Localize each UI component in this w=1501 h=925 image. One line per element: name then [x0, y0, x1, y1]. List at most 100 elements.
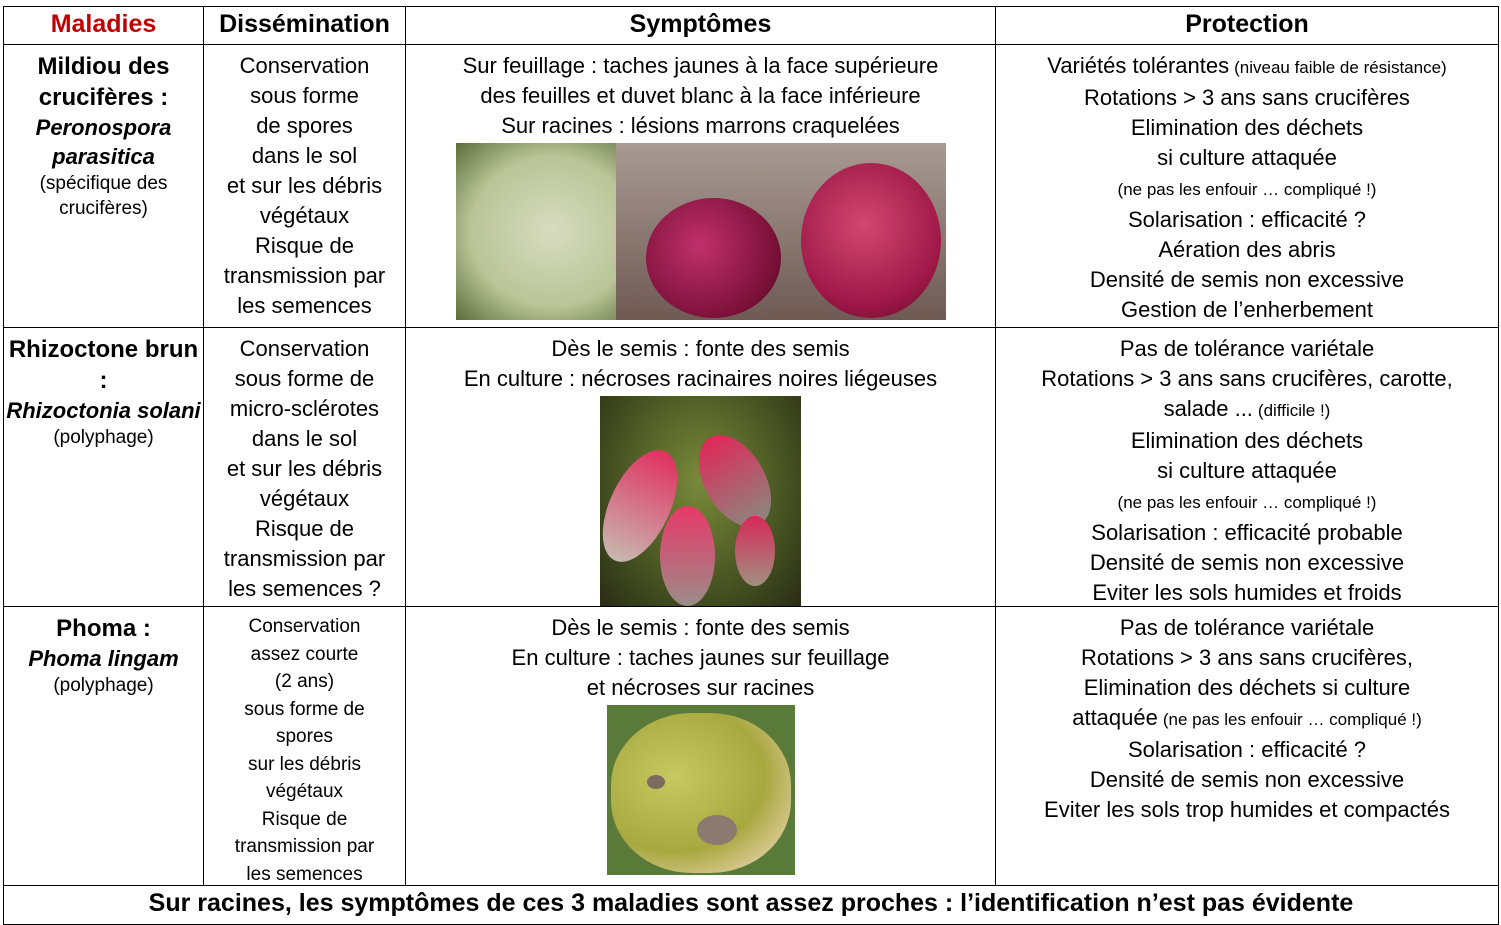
text-line: les semences [246, 863, 363, 885]
text-line: Conservation [239, 336, 370, 361]
note: (difficile !) [1257, 401, 1331, 420]
text: Rotations > 3 ans sans crucifères [1084, 85, 1410, 110]
text: Eviter les sols humides et froids [1092, 580, 1402, 605]
text-line: Rotations > 3 ans sans crucifères [996, 83, 1498, 113]
text-line: Densité de semis non excessive [996, 265, 1498, 295]
text: Solarisation : efficacité probable [1091, 520, 1403, 545]
pathogen: Rhizoctonia solani [6, 398, 201, 423]
radish [660, 506, 715, 606]
radish [645, 198, 781, 318]
text-line: transmission par [223, 263, 386, 288]
text-line: si culture attaquée [996, 143, 1498, 173]
text-line: En culture : nécroses racinaires noires … [463, 366, 938, 391]
text-line: spores [275, 726, 334, 747]
text-line: Rotations > 3 ans sans crucifères, [996, 643, 1498, 673]
symptoms-cell: Sur feuillage : taches jaunes à la face … [405, 44, 996, 328]
text-line: Solarisation : efficacité probable [996, 518, 1498, 548]
text-line: sur les débris [248, 753, 361, 775]
header-cell: Dissémination [203, 6, 406, 45]
text: Densité de semis non excessive [1089, 767, 1405, 792]
header-cell: Protection [995, 6, 1499, 45]
disease-cell: Rhizoctone brun : Rhizoctonia solani (poly… [3, 327, 204, 607]
text-line: dans le sol [251, 426, 358, 451]
text-line: Variétés tolérantes (niveau faible de rés… [996, 51, 1498, 83]
text-line: attaquée (ne pas les enfouir … compliqué … [996, 703, 1498, 735]
dissemination-cell: Conservation sous forme de micro-sclérotes… [203, 327, 406, 607]
text: Variétés tolérantes [1047, 53, 1230, 78]
protection-cell: Pas de tolérance variétale Rotations > 3 … [995, 327, 1499, 607]
protection-cell: Variétés tolérantes (niveau faible de rés… [995, 44, 1499, 328]
text-line: Densité de semis non excessive [996, 548, 1498, 578]
text: si culture attaquée [1157, 145, 1337, 170]
text-line: Solarisation : efficacité ? [996, 735, 1498, 765]
spot [696, 815, 737, 845]
text-line: de spores [256, 113, 353, 138]
pathogen: Peronospora parasitica [35, 115, 172, 169]
note: (ne pas les enfouir … compliqué !) [1117, 180, 1377, 199]
text-line: Risque de [254, 516, 355, 541]
text-line: transmission par [223, 546, 386, 571]
text-line: si culture attaquée [996, 456, 1498, 486]
text-line: salade ... (difficile !) [996, 394, 1498, 426]
header-cell: Symptômes [405, 6, 996, 45]
text-line: Dès le semis : fonte des semis [551, 615, 850, 640]
disease-name: Rhizoctone brun : [8, 336, 199, 394]
text: Rotations > 3 ans sans crucifères, carot… [1041, 366, 1453, 391]
disease-name: Phoma : [56, 615, 151, 642]
text-line: Elimination des déchets [996, 113, 1498, 143]
text-line: Pas de tolérance variétale [996, 613, 1498, 643]
text: Solarisation : efficacité ? [1127, 207, 1367, 232]
text-line: transmission par [234, 836, 375, 857]
text-line: Rotations > 3 ans sans crucifères, carot… [996, 364, 1498, 394]
text: Densité de semis non excessive [1089, 550, 1405, 575]
text-line: Risque de [254, 233, 355, 258]
leaf [455, 143, 616, 320]
text-line: les semences [237, 293, 372, 318]
text: si culture attaquée [1157, 458, 1337, 483]
footer: Sur racines, les symptômes de ces 3 mala… [3, 885, 1499, 925]
text-line: Elimination des déchets [996, 426, 1498, 456]
text: Elimination des déchets [1130, 428, 1364, 453]
disease-cell: Mildiou des crucifères : Peronospora para… [3, 44, 204, 328]
photo [455, 143, 946, 320]
disease-cell: Phoma : Phoma lingam (polyphage) [3, 606, 204, 886]
host: (spécifique des crucifères) [39, 173, 168, 219]
text-line: micro-sclérotes [229, 396, 380, 421]
text-line: et sur les débris [226, 456, 383, 481]
host: (polyphage) [53, 675, 154, 696]
text: salade ... [1163, 396, 1253, 421]
text-line: sous forme de [234, 366, 375, 391]
text: Elimination des déchets [1130, 115, 1364, 140]
text-line: (ne pas les enfouir … compliqué !) [996, 173, 1498, 205]
text: Gestion de l’enherbement [1121, 297, 1373, 322]
note: (niveau faible de résistance) [1234, 58, 1447, 77]
text-line: En culture : taches jaunes sur feuillage [511, 645, 890, 670]
text-line: assez courte [250, 643, 359, 665]
text-line: Sur racines : lésions marrons craquelées [501, 113, 900, 138]
text-line: végétaux [259, 486, 350, 511]
spot [646, 775, 665, 789]
text-line: sous forme de [244, 698, 365, 720]
text-line: Conservation [248, 616, 361, 637]
radish [800, 163, 941, 318]
text-line: sous forme [250, 83, 359, 108]
text: Eviter les sols trop humides et compacté… [1044, 797, 1450, 822]
text: attaquée [1072, 705, 1158, 730]
text: Aération des abris [1158, 237, 1336, 262]
text: Rotations > 3 ans sans crucifères, [1081, 645, 1413, 670]
dissemination-cell: Conservation sous forme de spores dans le s… [203, 44, 406, 328]
text-line: Dès le semis : fonte des semis [551, 336, 850, 361]
disease-name: Mildiou des crucifères : [37, 53, 170, 111]
text-line: Aération des abris [996, 235, 1498, 265]
text-line: Risque de [261, 808, 348, 830]
text: Elimination des déchets si culture [1083, 675, 1411, 700]
text-line: Eviter les sols humides et froids [996, 578, 1498, 606]
header-cell: Maladies [3, 6, 204, 45]
text-line: et sur les débris [226, 173, 383, 198]
text-line: Pas de tolérance variétale [996, 334, 1498, 364]
text-line: Sur feuillage : taches jaunes à la face … [462, 53, 939, 78]
text-line: Eviter les sols trop humides et compacté… [996, 795, 1498, 825]
photo [606, 705, 795, 875]
text-line: dans le sol [251, 143, 358, 168]
